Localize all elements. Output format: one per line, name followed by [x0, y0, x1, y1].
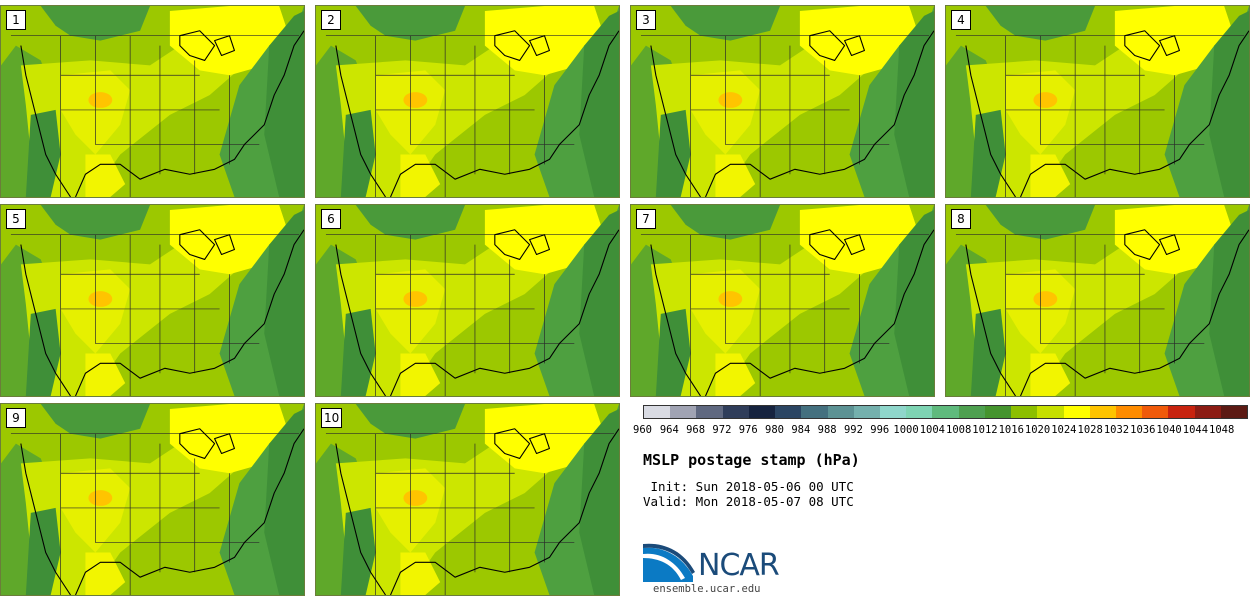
colorbar-tick-label: 960: [633, 424, 652, 436]
colorbar-tick-label: 1008: [945, 424, 972, 436]
ensemble-member-panel: 1: [0, 5, 305, 198]
ncar-swoosh-icon: [643, 543, 695, 582]
colorbar-tick-label: 1028: [1077, 424, 1103, 436]
valid-time: Valid: Mon 2018-05-07 08 UTC: [643, 494, 854, 509]
source-url: ensemble.ucar.edu: [653, 583, 761, 595]
ensemble-member-panel: 2: [315, 5, 620, 198]
mslp-map: [316, 404, 619, 595]
colorbar-swatch: [984, 406, 1012, 418]
mslp-map: [316, 205, 619, 396]
colorbar-swatch: [801, 406, 828, 418]
panel-number-label: 1: [6, 10, 26, 30]
colorbar-tick-label: 1044: [1182, 424, 1209, 436]
panel-number-label: 6: [321, 209, 341, 229]
colorbar-swatch: [906, 406, 933, 418]
colorbar-tick-label: 996: [870, 424, 890, 436]
colorbar-swatch: [1011, 406, 1038, 418]
colorbar-tick-label: 964: [659, 424, 679, 436]
mslp-map: [1, 205, 304, 396]
colorbar-tick-label: 968: [686, 424, 706, 436]
mslp-map: [631, 205, 934, 396]
colorbar-swatch: [1142, 406, 1169, 418]
ensemble-member-panel: 4: [945, 5, 1250, 198]
colorbar-tick-label: 1012: [972, 424, 998, 436]
colorbar-tick-label: 1032: [1103, 424, 1130, 436]
panel-number-label: 10: [321, 408, 343, 428]
colorbar-swatch: [1063, 406, 1090, 418]
mslp-map: [1, 404, 304, 595]
colorbar-swatch: [775, 406, 802, 418]
colorbar-swatch: [932, 406, 959, 418]
panel-number-label: 9: [6, 408, 26, 428]
colorbar: [643, 405, 1248, 419]
colorbar-swatch: [1089, 406, 1116, 418]
ensemble-member-panel: 6: [315, 204, 620, 397]
colorbar-tick-label: 988: [817, 424, 837, 436]
ensemble-member-panel: 8: [945, 204, 1250, 397]
colorbar-tick-label: 992: [843, 424, 863, 436]
colorbar-swatch: [1037, 406, 1064, 418]
mslp-map: [631, 6, 934, 197]
colorbar-swatch: [748, 406, 776, 418]
colorbar-swatch: [958, 406, 985, 418]
colorbar-tick-label: 1040: [1156, 424, 1182, 436]
colorbar-swatch: [670, 406, 697, 418]
colorbar-swatch: [1194, 406, 1221, 418]
colorbar-tick-label: 976: [738, 424, 758, 436]
ensemble-member-panel: 7: [630, 204, 935, 397]
colorbar-tick-label: 1004: [919, 424, 945, 436]
panel-number-label: 4: [951, 10, 971, 30]
ncar-wordmark: NCAR: [698, 548, 780, 583]
colorbar-labels: 960 964 968 972 976 980 984 988 992 996 1000 1004 10…: [633, 424, 1248, 438]
ensemble-member-panel: 9: [0, 403, 305, 596]
colorbar-tick-label: 972: [712, 424, 732, 436]
mslp-map: [1, 6, 304, 197]
mslp-map: [946, 205, 1249, 396]
colorbar-swatch: [853, 406, 880, 418]
ncar-logo: NCAR: [643, 540, 793, 582]
init-time: Init: Sun 2018-05-06 00 UTC: [643, 479, 854, 494]
colorbar-swatch: [827, 406, 854, 418]
colorbar-swatch: [1115, 406, 1143, 418]
colorbar-tick-label: 1020: [1024, 424, 1051, 436]
colorbar-swatch: [1220, 406, 1248, 418]
colorbar-tick-label: 1036: [1130, 424, 1156, 436]
colorbar-tick-label: 984: [791, 424, 811, 436]
panel-number-label: 3: [636, 10, 656, 30]
panel-number-label: 5: [6, 209, 26, 229]
colorbar-swatch: [722, 406, 749, 418]
panel-number-label: 2: [321, 10, 341, 30]
ensemble-member-panel: 3: [630, 5, 935, 198]
mslp-map: [316, 6, 619, 197]
colorbar-swatch: [1168, 406, 1195, 418]
colorbar-tick-label: 1024: [1051, 424, 1077, 436]
colorbar-swatch: [879, 406, 907, 418]
colorbar-tick-label: 980: [765, 424, 784, 436]
chart-title: MSLP postage stamp (hPa): [643, 451, 860, 469]
panel-number-label: 7: [636, 209, 656, 229]
colorbar-swatch: [644, 406, 671, 418]
colorbar-tick-label: 1016: [998, 424, 1024, 436]
panel-number-label: 8: [951, 209, 971, 229]
colorbar-tick-label: 1048: [1209, 424, 1235, 436]
ensemble-member-panel: 10: [315, 403, 620, 596]
colorbar-swatch: [696, 406, 723, 418]
mslp-map: [946, 6, 1249, 197]
colorbar-tick-label: 1000: [893, 424, 919, 436]
ensemble-member-panel: 5: [0, 204, 305, 397]
